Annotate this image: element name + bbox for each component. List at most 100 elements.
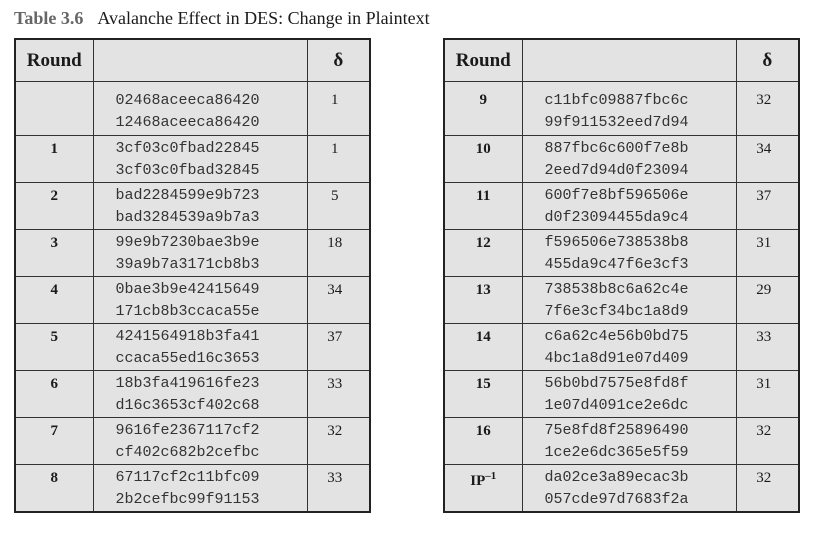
round-cell: 15 <box>443 370 523 418</box>
round-number: 9 <box>479 92 488 108</box>
table-row: 6 18b3fa419616fe23 d16c3653cf402c68 33 <box>14 370 371 418</box>
round-cell: 14 <box>443 323 523 371</box>
hex-values-cell: 887fbc6c600f7e8b 2eed7d94d0f23094 <box>521 135 737 183</box>
hex-value-line-1: 4241564918b3fa41 <box>115 328 260 345</box>
hex-values-cell: bad2284599e9b723 bad3284539a9b7a3 <box>92 182 308 230</box>
round-cell: 4 <box>14 276 94 324</box>
round-number: 10 <box>475 141 491 157</box>
hex-value-line-1: da02ce3a89ecac3b <box>544 469 689 486</box>
hex-value-line-2: 1e07d4091ce2e6dc <box>544 397 689 414</box>
hex-value-line-2: 2eed7d94d0f23094 <box>544 162 689 179</box>
hex-values-cell: da02ce3a89ecac3b 057cde97d7683f2a <box>521 464 737 513</box>
delta-cell: 34 <box>735 135 800 183</box>
hex-value-line-1: 67117cf2c11bfc09 <box>115 469 260 486</box>
round-number: 12 <box>475 235 491 251</box>
delta-cell: 33 <box>306 464 371 513</box>
table-row: 3 99e9b7230bae3b9e 39a9b7a3171cb8b3 18 <box>14 229 371 277</box>
hex-value-line-1: c11bfc09887fbc6c <box>544 92 689 109</box>
delta-cell: 32 <box>735 417 800 465</box>
table-row: 13 738538b8c6a62c4e 7f6e3cf34bc1a8d9 29 <box>443 276 800 324</box>
delta-cell: 1 <box>306 81 371 136</box>
round-number: 16 <box>475 423 491 439</box>
hex-value-line-2: d0f23094455da9c4 <box>544 209 689 226</box>
delta-cell: 32 <box>735 81 800 136</box>
hex-value-line-1: bad2284599e9b723 <box>115 187 260 204</box>
table-row: 16 75e8fd8f25896490 1ce2e6dc365e5f59 32 <box>443 417 800 465</box>
hex-value-line-2: 39a9b7a3171cb8b3 <box>115 256 260 273</box>
round-cell: 3 <box>14 229 94 277</box>
hex-value-line-1: c6a62c4e56b0bd75 <box>544 328 689 345</box>
delta-cell: 31 <box>735 370 800 418</box>
table-row: 14 c6a62c4e56b0bd75 4bc1a8d91e07d409 33 <box>443 323 800 371</box>
round-number: 4 <box>50 282 59 298</box>
round-number: 1 <box>50 141 59 157</box>
hex-value-line-2: 455da9c47f6e3cf3 <box>544 256 689 273</box>
hex-value-line-1: 3cf03c0fbad22845 <box>115 140 260 157</box>
hex-value-line-1: 56b0bd7575e8fd8f <box>544 375 689 392</box>
right-avalanche-table: Round δ 9 c11bfc09887fbc6c 99f911532eed7d9… <box>443 38 800 513</box>
table-row: IP–1 da02ce3a89ecac3b 057cde97d7683f2a 32 <box>443 464 800 513</box>
hex-value-line-2: ccaca55ed16c3653 <box>115 350 260 367</box>
table-row: 02468aceeca86420 12468aceeca86420 1 <box>14 81 371 136</box>
round-number: 11 <box>476 188 491 204</box>
round-number: 3 <box>50 235 59 251</box>
hex-values-cell: 02468aceeca86420 12468aceeca86420 <box>92 81 308 136</box>
hex-value-line-2: 171cb8b3ccaca55e <box>115 303 260 320</box>
round-cell: 12 <box>443 229 523 277</box>
delta-cell: 32 <box>306 417 371 465</box>
hex-values-cell: f596506e738538b8 455da9c47f6e3cf3 <box>521 229 737 277</box>
table-caption: Table 3.6 Avalanche Effect in DES: Change… <box>14 8 430 29</box>
left-avalanche-table: Round δ 02468aceeca86420 12468aceeca86420… <box>14 38 371 513</box>
table-row: 2 bad2284599e9b723 bad3284539a9b7a3 5 <box>14 182 371 230</box>
round-number: IP <box>470 473 486 489</box>
table-row: 4 0bae3b9e42415649 171cb8b3ccaca55e 34 <box>14 276 371 324</box>
hex-value-line-1: 99e9b7230bae3b9e <box>115 234 260 251</box>
table-number: Table 3.6 <box>14 8 84 28</box>
table-row: 10 887fbc6c600f7e8b 2eed7d94d0f23094 34 <box>443 135 800 183</box>
round-cell: 6 <box>14 370 94 418</box>
delta-cell: 37 <box>306 323 371 371</box>
hex-value-line-1: 887fbc6c600f7e8b <box>544 140 689 157</box>
delta-cell: 5 <box>306 182 371 230</box>
hex-values-cell: 3cf03c0fbad22845 3cf03c0fbad32845 <box>92 135 308 183</box>
hex-value-line-1: 600f7e8bf596506e <box>544 187 689 204</box>
hex-value-line-1: 02468aceeca86420 <box>115 92 260 109</box>
hex-value-line-2: 99f911532eed7d94 <box>544 114 689 131</box>
table-row: 8 67117cf2c11bfc09 2b2cefbc99f91153 33 <box>14 464 371 513</box>
round-cell: 11 <box>443 182 523 230</box>
hex-value-line-1: f596506e738538b8 <box>544 234 689 251</box>
table-row: 15 56b0bd7575e8fd8f 1e07d4091ce2e6dc 31 <box>443 370 800 418</box>
round-cell: 5 <box>14 323 94 371</box>
delta-cell: 1 <box>306 135 371 183</box>
table-title: Avalanche Effect in DES: Change in Plain… <box>97 8 430 28</box>
round-number: 5 <box>50 329 59 345</box>
round-number: 2 <box>50 188 59 204</box>
hex-value-line-1: 0bae3b9e42415649 <box>115 281 260 298</box>
delta-cell: 29 <box>735 276 800 324</box>
hex-values-cell: 67117cf2c11bfc09 2b2cefbc99f91153 <box>92 464 308 513</box>
delta-header: δ <box>735 38 800 82</box>
hex-value-line-2: 4bc1a8d91e07d409 <box>544 350 689 367</box>
hex-value-line-2: 1ce2e6dc365e5f59 <box>544 444 689 461</box>
header-row: Round δ <box>14 38 371 82</box>
round-cell: 8 <box>14 464 94 513</box>
hex-values-cell: 600f7e8bf596506e d0f23094455da9c4 <box>521 182 737 230</box>
round-number: 6 <box>50 376 59 392</box>
delta-header: δ <box>306 38 371 82</box>
hex-value-line-2: 12468aceeca86420 <box>115 114 260 131</box>
round-number: 13 <box>475 282 491 298</box>
hex-values-cell: 738538b8c6a62c4e 7f6e3cf34bc1a8d9 <box>521 276 737 324</box>
hex-value-line-2: 7f6e3cf34bc1a8d9 <box>544 303 689 320</box>
delta-cell: 32 <box>735 464 800 513</box>
hex-values-cell: 75e8fd8f25896490 1ce2e6dc365e5f59 <box>521 417 737 465</box>
round-cell <box>14 81 94 136</box>
hex-values-cell: 4241564918b3fa41 ccaca55ed16c3653 <box>92 323 308 371</box>
round-number: 8 <box>50 470 59 486</box>
hex-value-line-2: 3cf03c0fbad32845 <box>115 162 260 179</box>
round-cell: 13 <box>443 276 523 324</box>
round-number: 15 <box>475 376 491 392</box>
hex-value-line-2: bad3284539a9b7a3 <box>115 209 260 226</box>
round-number: 7 <box>50 423 59 439</box>
round-header: Round <box>14 38 94 82</box>
hex-value-line-2: d16c3653cf402c68 <box>115 397 260 414</box>
